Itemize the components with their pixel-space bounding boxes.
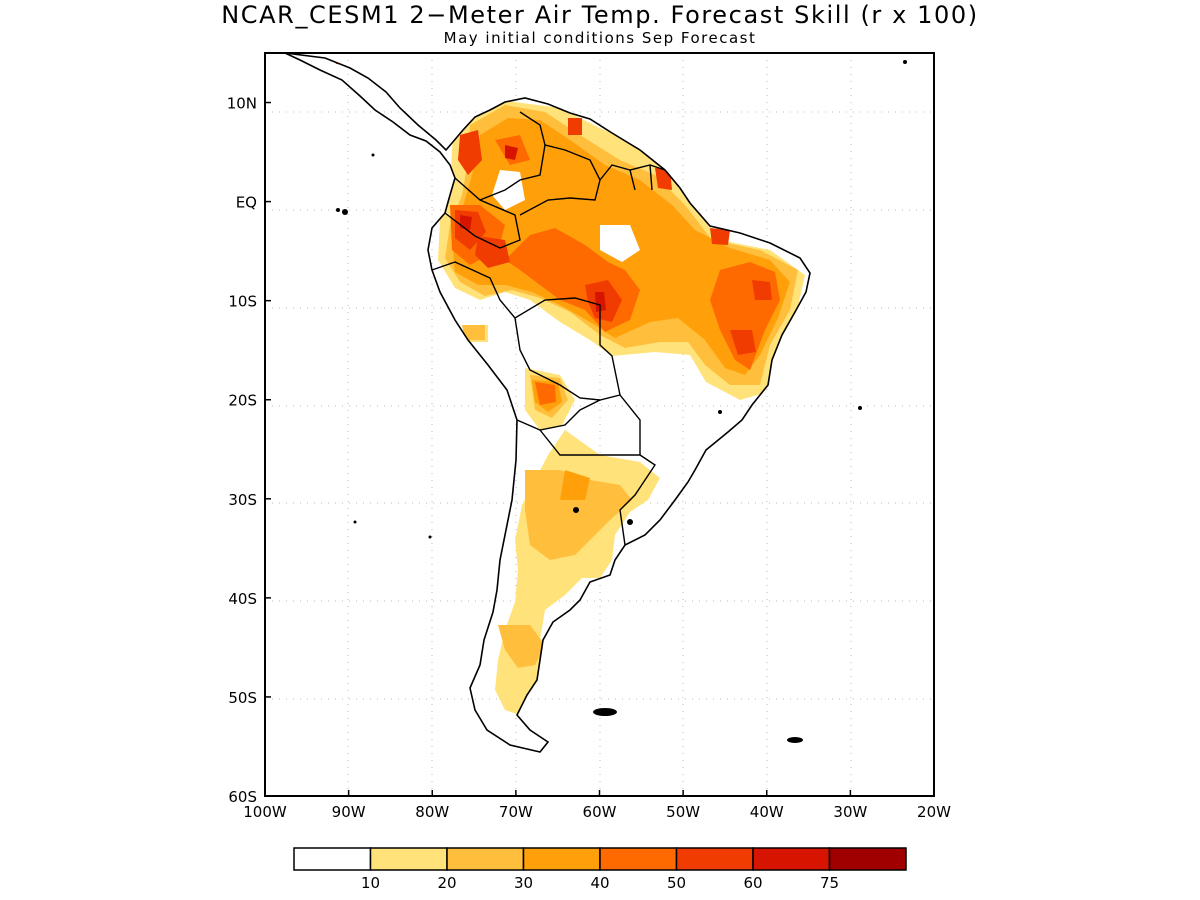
y-tick-label: 30S xyxy=(228,491,257,509)
y-tick-label: 10N xyxy=(227,95,257,113)
x-tick-label: 60W xyxy=(583,803,617,821)
map-axes: 100W 90W 80W 70W 60W 50W 40W 30W 20W 10N EQ 10S 20S 3… xyxy=(227,95,951,821)
colorbar-swatch xyxy=(369,847,448,871)
colorbar-swatch xyxy=(599,847,678,871)
coastline xyxy=(284,53,811,753)
x-tick-label: 30W xyxy=(833,803,867,821)
skill-shading xyxy=(330,53,805,715)
graticule xyxy=(265,53,934,796)
y-tick-label: EQ xyxy=(236,194,257,212)
colorbar-label: 60 xyxy=(743,874,762,892)
x-tick-label: 90W xyxy=(332,803,366,821)
x-tick-label: 100W xyxy=(243,803,287,821)
colorbar-swatch xyxy=(446,847,525,871)
colorbar-label: 30 xyxy=(514,874,533,892)
colorbar-label: 75 xyxy=(820,874,839,892)
colorbar-swatch xyxy=(293,847,372,871)
x-tick-label: 50W xyxy=(666,803,700,821)
colorbar-label: 10 xyxy=(361,874,380,892)
y-tick-label: 60S xyxy=(228,788,257,806)
x-tick-label: 80W xyxy=(415,803,449,821)
colorbar-label: 40 xyxy=(590,874,609,892)
colorbar: 10 20 30 40 50 60 75 xyxy=(293,847,907,892)
colorbar-swatch xyxy=(522,847,601,871)
y-tick-label: 20S xyxy=(228,392,257,410)
y-tick-label: 50S xyxy=(228,689,257,707)
islands xyxy=(336,60,907,743)
chart-title: NCAR_CESM1 2−Meter Air Temp. Forecast Sk… xyxy=(221,1,979,29)
colorbar-swatch xyxy=(752,847,831,871)
x-tick-label: 70W xyxy=(499,803,533,821)
colorbar-swatch xyxy=(828,847,907,871)
colorbar-label: 50 xyxy=(667,874,686,892)
x-tick-label: 40W xyxy=(750,803,784,821)
y-tick-label: 40S xyxy=(228,590,257,608)
colorbar-swatch xyxy=(675,847,754,871)
y-tick-label: 10S xyxy=(228,293,257,311)
country-borders xyxy=(431,111,666,546)
colorbar-label: 20 xyxy=(437,874,456,892)
chart-subtitle: May initial conditions Sep Forecast xyxy=(443,29,757,47)
x-tick-label: 20W xyxy=(917,803,951,821)
